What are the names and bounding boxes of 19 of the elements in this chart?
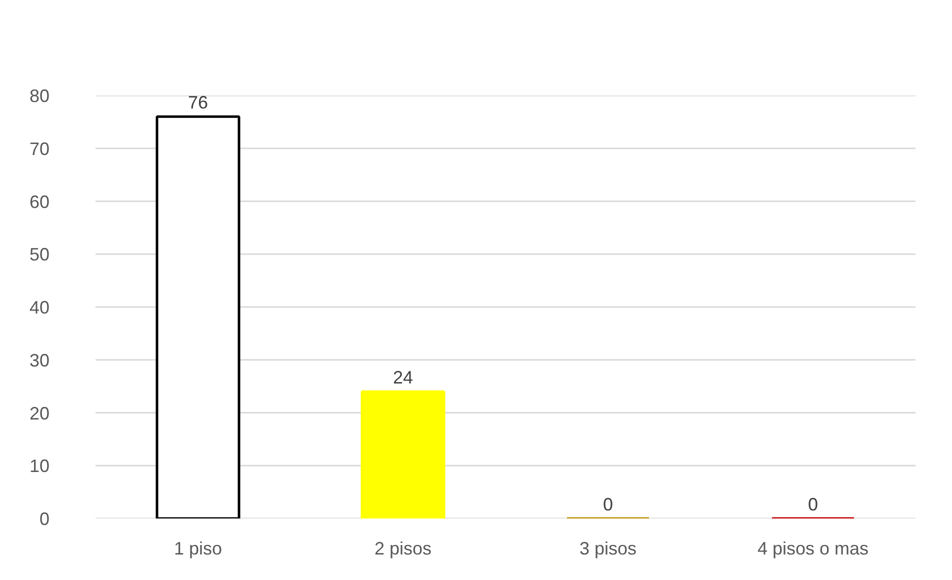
y-tick-label: 30	[29, 350, 50, 370]
y-tick-label: 10	[29, 456, 50, 476]
y-tick-label: 80	[29, 86, 50, 106]
y-tick-label: 20	[29, 403, 50, 424]
y-tick-label: 70	[29, 138, 50, 159]
data-label: 76	[188, 92, 208, 113]
y-tick-label: 0	[39, 509, 50, 529]
y-tick-label: 60	[29, 192, 50, 212]
x-tick-label: 2 pisos	[374, 538, 432, 558]
data-label: 0	[808, 494, 818, 514]
x-tick-label: 3 pisos	[579, 538, 637, 558]
y-tick-label: 40	[29, 298, 50, 318]
data-label: 24	[392, 368, 414, 388]
x-tick-label: 4 pisos o mas	[757, 538, 869, 558]
data-label: 0	[602, 494, 614, 514]
y-tick-label: 50	[29, 244, 50, 265]
bar	[360, 390, 446, 518]
x-tick-label: 1 piso	[174, 538, 222, 558]
bar	[156, 115, 240, 518]
